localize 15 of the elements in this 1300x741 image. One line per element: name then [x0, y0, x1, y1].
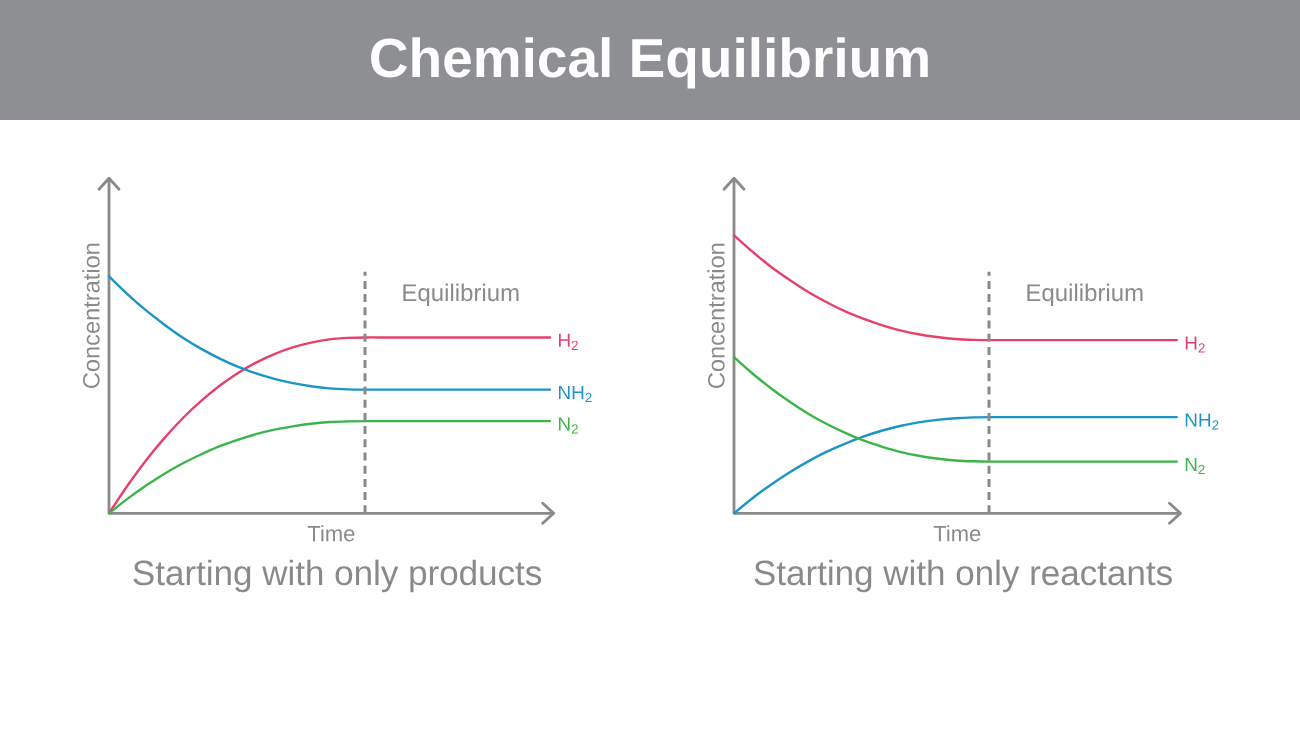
text: Starting with only products — [133, 559, 542, 593]
series-label: NH$_{2}$ — [1185, 413, 1219, 430]
annotation: Equilibrium — [1027, 283, 1143, 306]
x-axis-title: Time — [933, 525, 981, 542]
series-label: H$_{2}$ — [558, 333, 578, 350]
annotation: Equilibrium — [403, 283, 519, 306]
series-label: NH$_{2}$ — [558, 385, 592, 403]
text: Starting with only reactants — [754, 559, 1172, 593]
series-label: H$_{2}$ — [1185, 336, 1205, 353]
series-label: N$_{2}$ — [558, 417, 578, 434]
y-axis-title: Concentration — [707, 243, 725, 388]
chart-title: Chemical Equilibrium — [371, 37, 928, 89]
y-axis-title: Concentration — [82, 243, 100, 388]
x-axis-title: Time — [307, 525, 355, 542]
series-label: N$_{2}$ — [1185, 457, 1205, 475]
